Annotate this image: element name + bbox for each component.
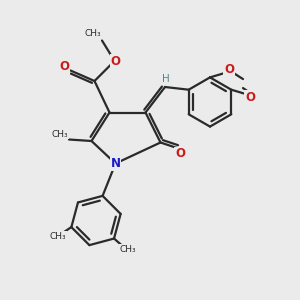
Text: N: N — [110, 157, 121, 170]
Text: H: H — [162, 74, 170, 84]
Text: CH₃: CH₃ — [119, 244, 136, 253]
Text: CH₃: CH₃ — [50, 232, 66, 241]
Text: O: O — [175, 147, 185, 161]
Text: O: O — [110, 55, 121, 68]
Text: O: O — [59, 60, 69, 74]
Text: CH₃: CH₃ — [84, 28, 101, 38]
Text: O: O — [245, 91, 255, 104]
Text: O: O — [224, 63, 234, 76]
Text: CH₃: CH₃ — [52, 130, 68, 139]
